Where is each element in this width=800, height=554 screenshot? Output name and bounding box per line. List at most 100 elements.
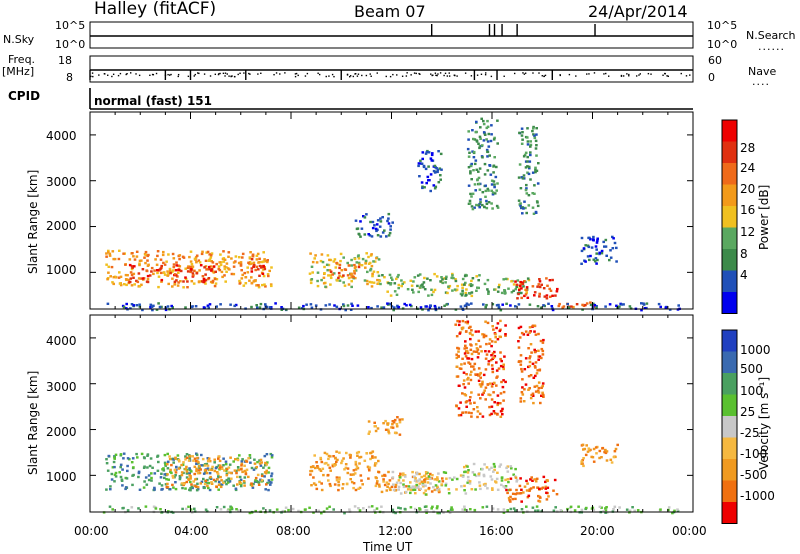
velocity-cell [374,476,378,479]
velocity-cell [206,484,209,488]
nave-dot [155,72,158,75]
velocity-cell [609,458,613,461]
velocity-cell [502,485,505,488]
velocity-cell [355,465,359,468]
power-cell [447,285,450,288]
velocity-cell [465,400,469,403]
nave-dot [685,75,688,77]
velocity-cell [312,476,315,479]
velocity-cell [488,338,492,341]
power-cell [257,261,260,264]
velocity-cell [460,485,463,488]
nave-dot [480,73,483,75]
nave-dot [297,74,299,77]
nave-dot [523,73,526,75]
power-cell [425,150,429,154]
power-cell [510,291,514,294]
velocity-cell [275,508,279,511]
power-cell [596,237,599,240]
velocity-cell [469,343,472,346]
velocity-cell [174,481,177,484]
velocity-cell [171,511,175,514]
velocity-cell [559,509,563,512]
power-cell [490,179,494,182]
power-cell [397,273,400,277]
velocity-cell [380,490,384,494]
velocity-cell [344,463,348,466]
power-cell [491,193,495,196]
nave-dot [470,75,473,77]
nave-dot [476,74,479,76]
velocity-cell [258,459,261,462]
power-cell [386,290,389,293]
velocity-cell [153,488,156,491]
velocity-cell [488,342,491,345]
power-cell [138,262,141,265]
velocity-cell [144,476,148,479]
power-cell [664,306,668,309]
velocity-cell [535,384,539,388]
power-cell [189,265,192,269]
power-cell [478,202,481,206]
power-cell [250,258,254,261]
velocity-cell [394,489,398,492]
velocity-cell [225,469,228,472]
velocity-cell [492,470,495,473]
power-cell [529,153,532,157]
nave-dot [224,75,226,77]
power-cell [309,303,313,306]
power-cell [186,286,189,289]
velocity-cell [409,486,413,490]
velocity-cell [491,507,495,510]
power-cell [256,306,259,309]
velocity-cell [673,509,676,512]
power-cell [249,251,252,254]
velocity-cell [121,484,124,487]
velocity-cell [196,482,199,485]
velocity-cell [448,476,452,480]
velocity-cell [488,413,492,417]
power-cell [537,283,541,286]
velocity-cell [500,359,503,363]
power-cell [534,139,538,143]
velocity-cell [430,477,434,480]
power-cell [412,280,415,283]
velocity-cell [210,481,213,484]
velocity-cell [544,485,548,488]
power-cell [439,178,442,181]
velocity-cell [377,471,381,474]
power-cell [391,278,394,281]
velocity-cell [168,488,172,491]
velocity-cell [540,510,543,513]
power-cell [425,305,428,308]
velocity-cell [208,460,212,463]
velocity-cell [322,473,325,477]
power-cell [179,280,182,283]
power-cell [379,217,382,220]
velocity-cell [262,466,265,469]
velocity-cell [456,375,460,378]
velocity-cell [194,485,198,488]
power-cell [421,157,424,161]
power-cell [222,250,225,253]
velocity-cell [659,508,662,511]
velocity-cell [423,474,427,477]
velocity-cell [336,458,339,462]
velocity-cell [487,350,491,353]
nave-dot [575,75,577,77]
nave-dot [626,73,628,75]
xtick: 00:00 [672,524,707,538]
power-cell [127,278,130,282]
velocity-cell [610,461,614,464]
velocity-cell [474,373,477,376]
power-cell [224,280,227,283]
nave-dot [260,72,262,74]
power-cell [519,284,522,287]
velocity-cell [433,478,437,481]
power-cell [246,266,249,269]
velocity-cell [126,457,130,460]
velocity-cell [171,474,175,478]
power-cell [383,276,386,279]
velocity-cell [225,467,229,471]
power-cell [523,280,526,283]
